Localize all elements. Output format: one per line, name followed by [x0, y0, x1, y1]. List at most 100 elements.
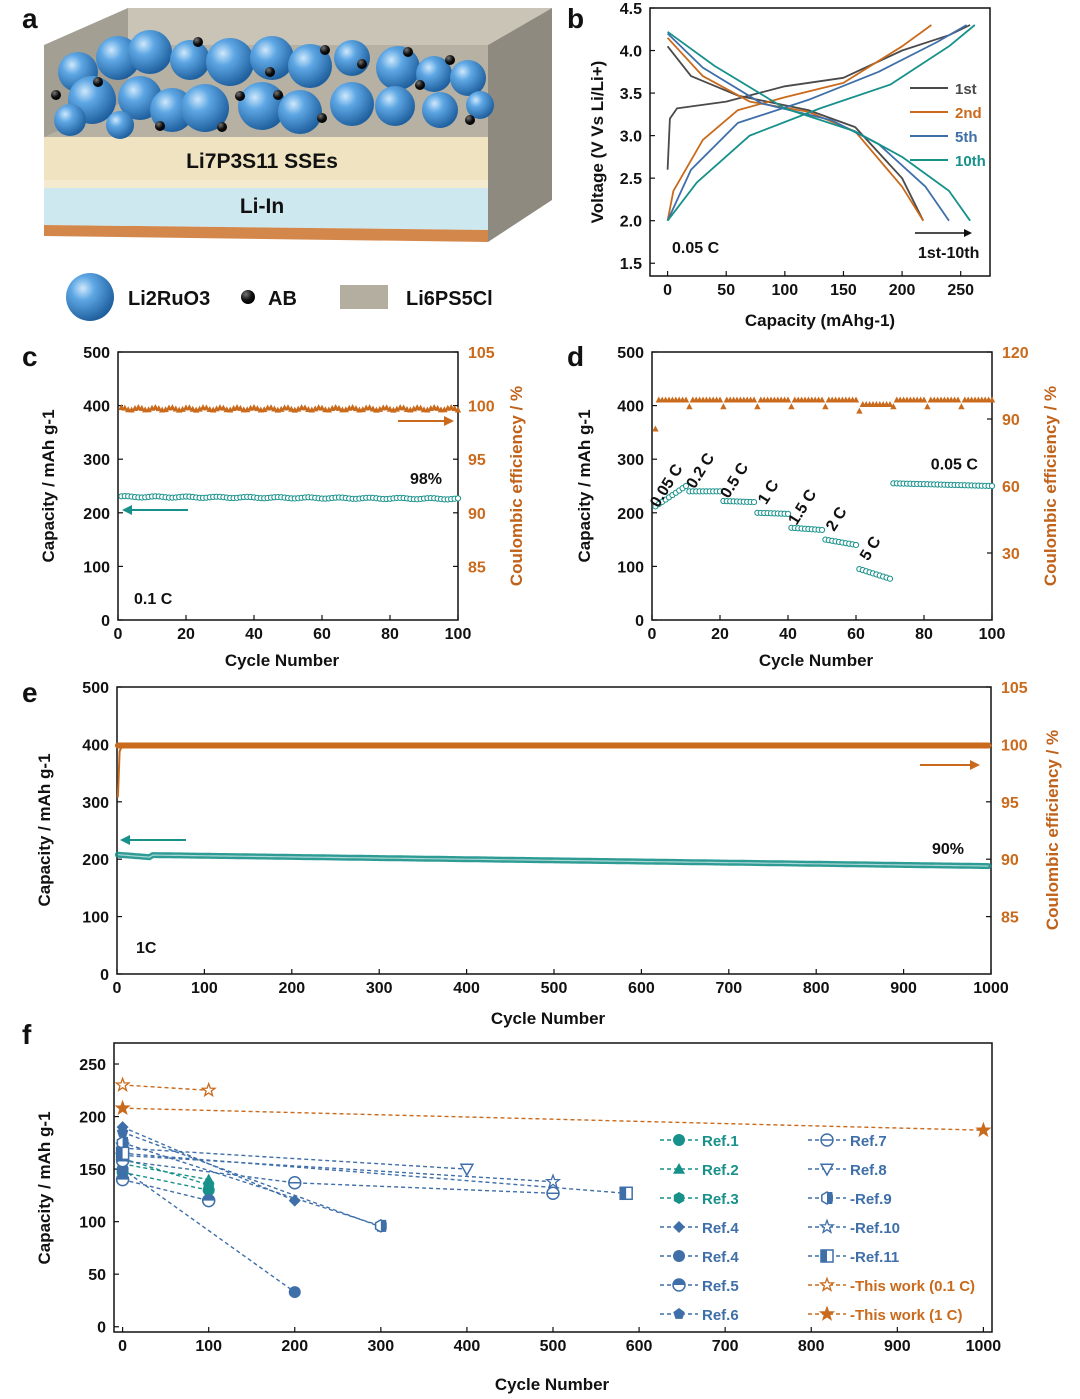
- efficiency-point: [203, 404, 210, 411]
- marker-circle: [673, 1134, 685, 1146]
- b-y-tick-label: 2.0: [620, 214, 642, 231]
- marker-circle-half-fill: [116, 1173, 129, 1180]
- d-y2-tick-label: 90: [1002, 412, 1020, 429]
- efficiency-point: [155, 405, 162, 412]
- e-y2-tick-label: 105: [1001, 680, 1028, 697]
- legend-label: Ref.8: [850, 1162, 887, 1179]
- curve-10th-discharge: [667, 31, 971, 222]
- rate-efficiency-point: [856, 407, 863, 414]
- carbon-particle: [445, 55, 455, 65]
- d-y2-tick-label: 60: [1002, 479, 1020, 496]
- rate-label-final: 0.05 C: [931, 456, 979, 473]
- d-y-tick-label: 200: [617, 506, 644, 523]
- e-y2-tick-label: 90: [1001, 852, 1019, 869]
- efficiency-point: [366, 404, 373, 411]
- efficiency-point: [121, 404, 128, 411]
- rate-label: 2 C: [823, 504, 851, 535]
- rate-efficiency-point: [652, 425, 659, 432]
- panel-c-data: [118, 404, 462, 503]
- b-x-tick-label: 250: [947, 282, 974, 299]
- legend-label: Ref.3: [702, 1191, 739, 1208]
- anode-layer: [44, 188, 488, 230]
- panel-a: a Li7P3S11 SSEs Li-In Li2RuO3 AB Li6PS5C…: [22, 3, 552, 321]
- d-x-tick-label: 80: [915, 626, 933, 643]
- e-y-tick-label: 100: [82, 910, 109, 927]
- sphere-particle: [416, 56, 452, 92]
- rate-efficiency-point: [818, 396, 826, 403]
- legend-ab: AB: [268, 288, 297, 310]
- f-x-tick-label: 800: [798, 1338, 825, 1355]
- e-y-tick-label: 500: [82, 680, 109, 697]
- legend-li2ruo3: Li2RuO3: [128, 288, 210, 310]
- black-dot-icon: [241, 290, 255, 304]
- marker-star: [114, 1099, 131, 1116]
- panel-c-xlabel: Cycle Number: [225, 651, 340, 670]
- capacity-trace-e-highlight: [117, 854, 989, 867]
- efficiency-point: [138, 404, 145, 411]
- marker-star-open: [818, 1218, 836, 1234]
- cell-top-face: [60, 8, 552, 45]
- e-y-tick-label: 0: [100, 967, 109, 984]
- e-x-tick-label: 0: [113, 980, 122, 997]
- panel-b-label: b: [567, 3, 584, 34]
- panel-a-label: a: [22, 3, 38, 34]
- efficiency-point: [278, 405, 285, 412]
- sphere-particle: [181, 84, 229, 132]
- panel-d-data: [652, 396, 996, 582]
- efficiency-point: [441, 406, 448, 413]
- rate-label: 5 C: [857, 533, 885, 564]
- rate-label: 0.5 C: [718, 460, 753, 502]
- panel-c-y2label: Coulombic efficiency / %: [507, 386, 526, 586]
- carbon-particle: [217, 122, 227, 132]
- f-x-tick-label: 300: [367, 1338, 394, 1355]
- b-x-tick-label: 100: [771, 282, 798, 299]
- gray-square-icon: [340, 285, 388, 309]
- sphere-particle: [206, 38, 254, 86]
- legend-label: -This work (1 C): [850, 1307, 963, 1324]
- efficiency-point: [169, 404, 176, 411]
- c-x-tick-label: 60: [313, 626, 331, 643]
- legend-label: -Ref.11: [850, 1249, 899, 1266]
- f-y-tick-label: 0: [97, 1320, 106, 1337]
- efficiency-point: [342, 406, 349, 413]
- marker-square-half-fill: [116, 1147, 123, 1160]
- b-y-tick-label: 4.0: [620, 44, 642, 61]
- marker-square-half-fill: [620, 1187, 627, 1200]
- marker-circle-half-fill: [202, 1194, 215, 1201]
- sphere-particle: [450, 60, 486, 96]
- series-line--This work (1 C): [122, 1107, 984, 1131]
- panel-e-ylabel: Capacity / mAh g-1: [35, 753, 54, 906]
- e-x-tick-label: 600: [628, 980, 655, 997]
- legend-label-2nd: 2nd: [955, 105, 982, 122]
- b-x-tick-label: 50: [717, 282, 735, 299]
- electrolyte-layer: [44, 137, 488, 188]
- legend-label: -Ref.10: [850, 1220, 900, 1237]
- marker-hexagon: [673, 1192, 685, 1204]
- rate-efficiency-point: [784, 396, 792, 403]
- marker-star-open: [200, 1081, 217, 1098]
- efficiency-point: [454, 406, 462, 413]
- rate-capacity-point: [784, 510, 792, 517]
- carbon-particle: [465, 115, 475, 125]
- efficiency-point: [179, 405, 186, 412]
- d-y-tick-label: 100: [617, 559, 644, 576]
- rate-capacity-point: [682, 482, 690, 490]
- efficiency-point: [237, 404, 244, 411]
- efficiency-point: [152, 404, 159, 411]
- efficiency-point: [186, 404, 193, 411]
- panel-d-label: d: [567, 341, 584, 372]
- panel-c: c 0 20 40 60 80 100 0 100 200 300 400 500 85 90 95 100 1…: [22, 341, 526, 670]
- panel-c-frame: [117, 351, 459, 621]
- f-x-tick-label: 900: [884, 1338, 911, 1355]
- legend-label: Ref.1: [702, 1133, 739, 1150]
- capacity-point: [454, 495, 462, 502]
- marker-star-open: [114, 1076, 131, 1092]
- sphere-particle: [375, 86, 415, 126]
- legend-label: Ref.4: [702, 1249, 739, 1266]
- series-line--This work (0.1 C): [122, 1084, 209, 1091]
- f-y-tick-label: 200: [79, 1110, 106, 1127]
- series-line-Ref.7: [122, 1160, 554, 1194]
- c-x-tick-label: 80: [381, 626, 399, 643]
- c-x-tick-label: 40: [245, 626, 263, 643]
